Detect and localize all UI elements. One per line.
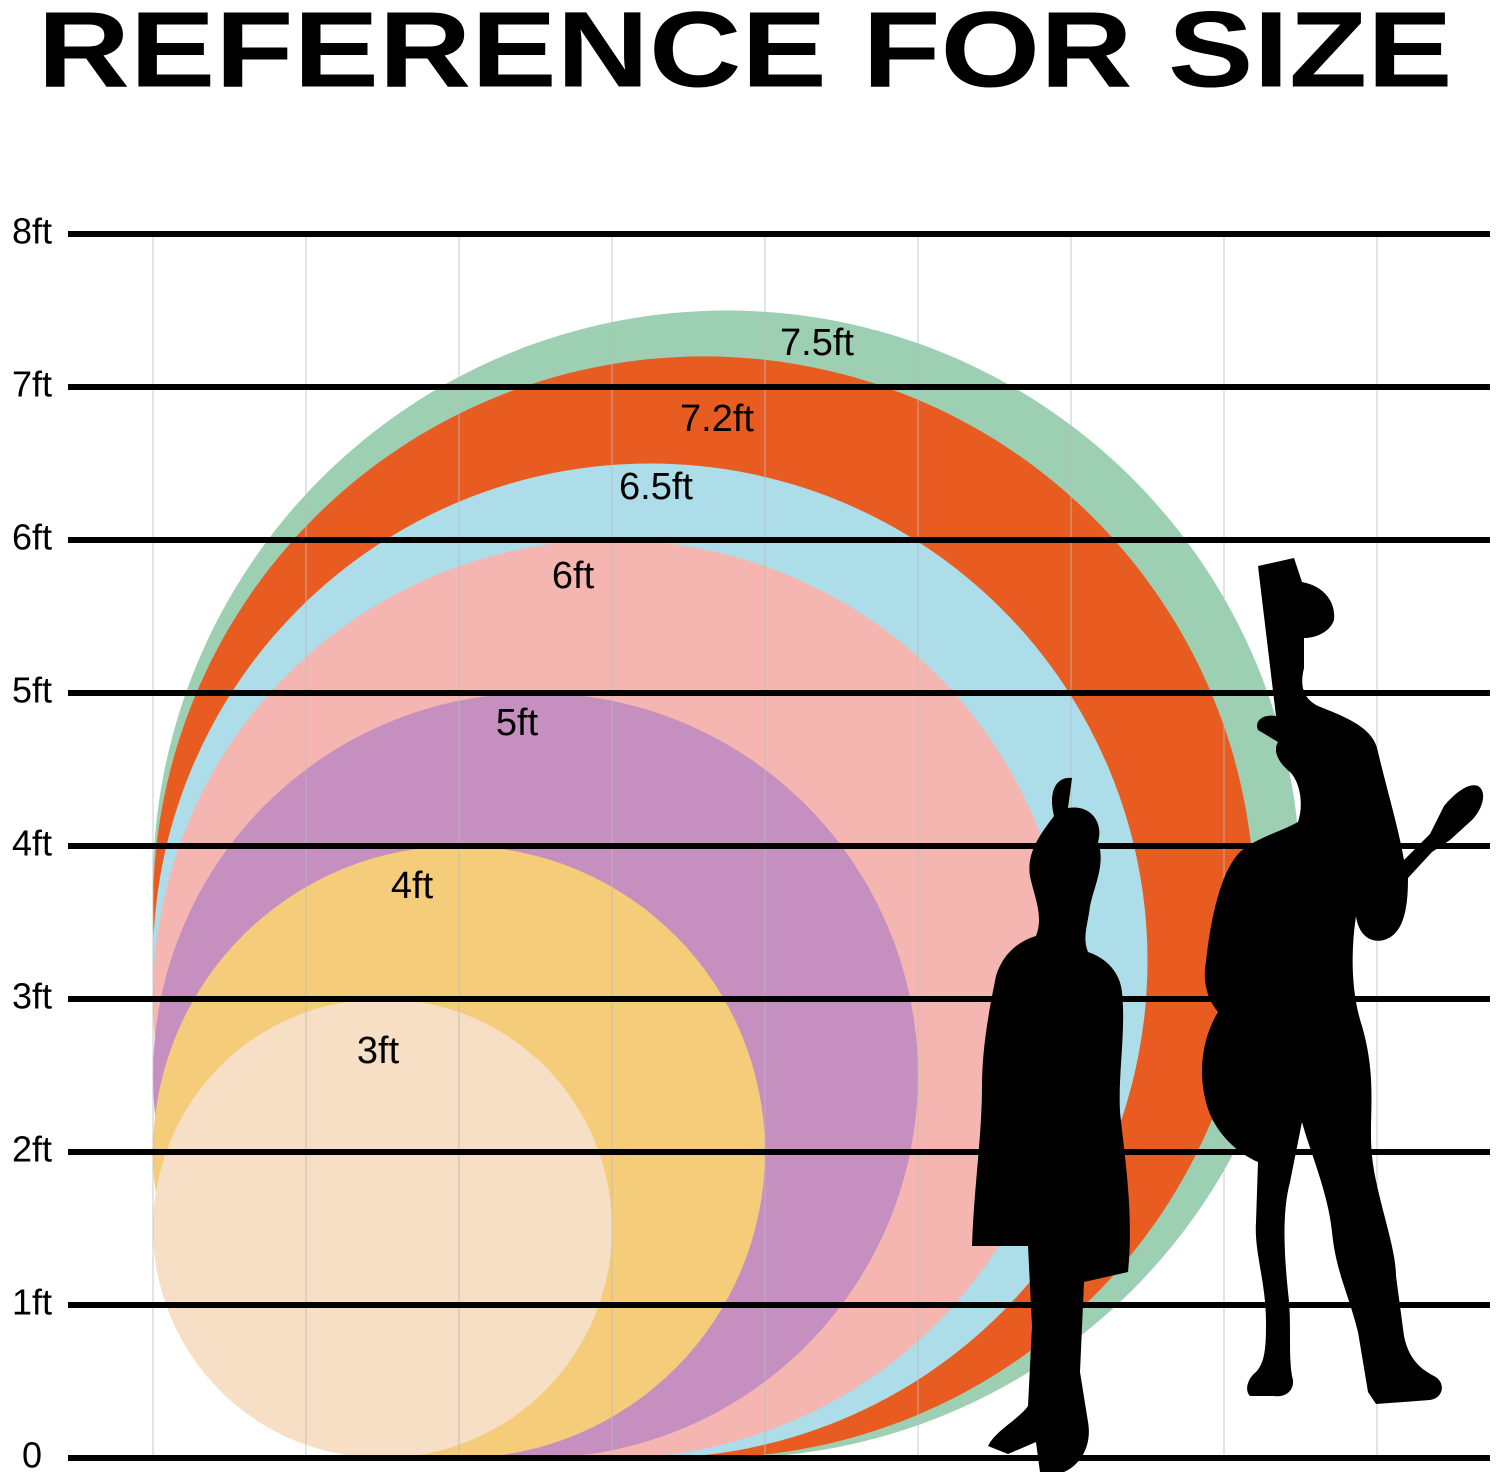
circle-label: 4ft [391,865,434,907]
size-circle [153,999,612,1458]
scale-label: 8ft [12,211,52,252]
scale-label: 3ft [12,976,52,1017]
scale-label: 4ft [12,823,52,864]
circle-label: 7.5ft [780,322,854,364]
circle-label: 6ft [552,555,595,597]
circle-label: 3ft [357,1030,400,1072]
circle-label: 7.2ft [680,398,754,440]
silhouettes [972,558,1484,1472]
girl-silhouette [972,777,1130,1472]
scale-label: 1ft [12,1282,52,1323]
scale: 8ft 7ft 6ft 5ft 4ft 3ft 2ft 1ft 0 [12,211,1490,1476]
circle-labels: 7.5ft 7.2ft 6.5ft 6ft 5ft 4ft 3ft [357,322,855,1072]
title: REFERENCE FOR SIZE [38,0,1453,110]
circle-label: 5ft [496,702,539,744]
scale-label: 0 [22,1435,42,1476]
scale-label: 2ft [12,1129,52,1170]
circle-label: 6.5ft [619,466,693,508]
man-silhouette [1202,558,1484,1404]
scale-label: 5ft [12,670,52,711]
circles [153,310,1301,1458]
scale-label: 6ft [12,517,52,558]
scale-label: 7ft [12,364,52,405]
